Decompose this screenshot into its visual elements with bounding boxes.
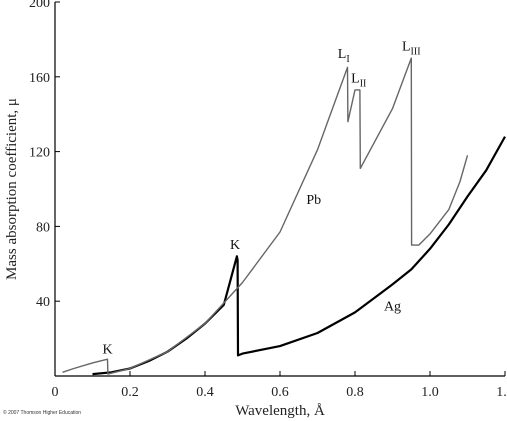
annotation-label: Pb [306,193,321,208]
x-tick-label: 1.2 [496,385,507,400]
axis-layer: 0 0.2 0.4 0.6 0.8 1.0 1.2 40 80 120 160 200 Waveleng… [4,0,507,419]
x-tick-label: 0.8 [346,385,364,400]
annotation-label: LIII [402,40,421,58]
series-line-ag [93,137,506,375]
copyright-note: © 2007 Thomson Higher Education [3,410,81,416]
x-tick-label: 0.4 [196,385,214,400]
annotation-label: Ag [384,300,401,315]
y-tick-label: 200 [29,0,50,11]
annotation-label: K [102,343,112,358]
annotation-label: LII [351,71,366,89]
series-layer [63,58,506,374]
annotation-label: LI [338,47,350,65]
annotation-label: K [230,238,240,253]
x-tick-label: 0.6 [271,385,289,400]
y-tick-label: 80 [36,220,50,235]
x-tick-label: 0 [52,385,59,400]
x-tick-label: 0.2 [121,385,139,400]
y-axis-title: Mass absorption coefficient, μ [4,98,20,280]
annotation-subscript: I [346,54,349,65]
annotation-subscript: II [360,78,367,89]
y-tick-label: 40 [36,295,50,310]
x-axis-title: Wavelength, Å [235,403,325,419]
y-tick-label: 160 [29,71,50,86]
series-line-pb [63,58,468,374]
x-tick-label: 1.0 [421,385,439,400]
annotation-subscript: III [411,47,421,58]
y-tick-label: 120 [29,146,50,161]
